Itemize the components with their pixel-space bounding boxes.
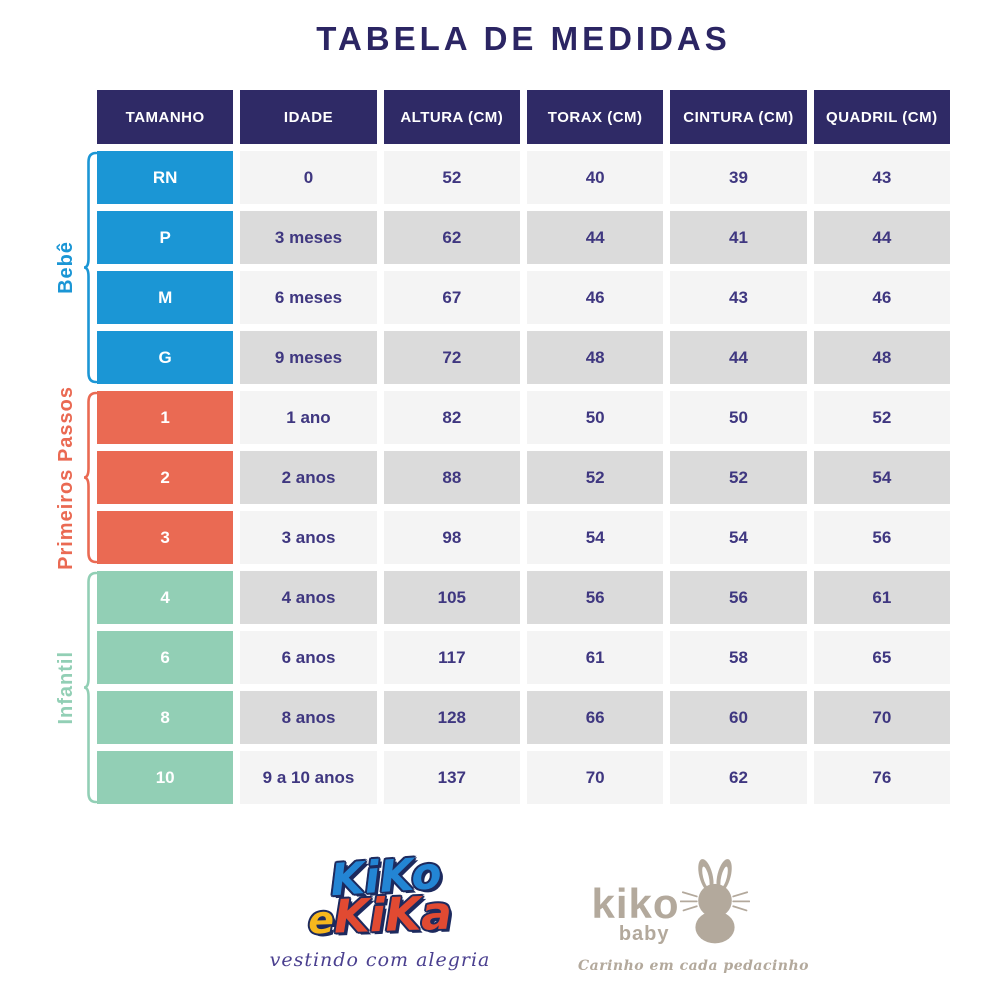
idade-cell: 6 meses (240, 271, 377, 324)
altura-cell: 82 (383, 391, 520, 444)
size-cell: G (97, 331, 234, 384)
idade-cell: 4 anos (240, 571, 377, 624)
torax-cell: 50 (526, 391, 664, 444)
quadril-cell: 52 (813, 391, 950, 444)
altura-cell: 62 (383, 211, 520, 264)
cintura-cell: 56 (670, 571, 807, 624)
altura-cell: 117 (383, 631, 520, 684)
torax-cell: 52 (526, 451, 664, 504)
idade-cell: 1 ano (240, 391, 377, 444)
quadril-cell: 54 (813, 451, 950, 504)
group-bebe: Bebê (22, 151, 97, 384)
brace-primeiros-passos-icon (83, 391, 97, 564)
size-cell: 3 (97, 511, 234, 564)
size-cell: P (97, 211, 234, 264)
logo-word-ekika: eKiKa (254, 886, 505, 944)
quadril-cell: 61 (813, 571, 950, 624)
kiko-baby-tagline: Carinho em cada pedacinho (578, 958, 809, 974)
cintura-cell: 41 (670, 211, 807, 264)
idade-cell: 6 anos (240, 631, 377, 684)
altura-cell: 105 (383, 571, 520, 624)
brace-bebe-icon (83, 151, 97, 384)
column-header: ALTURA (CM) (383, 90, 520, 144)
cintura-cell: 39 (670, 151, 807, 204)
torax-cell: 48 (526, 331, 664, 384)
idade-cell: 3 anos (240, 511, 377, 564)
torax-cell: 66 (526, 691, 664, 744)
size-cell: 2 (97, 451, 234, 504)
idade-cell: 9 a 10 anos (240, 751, 377, 804)
idade-cell: 2 anos (240, 451, 377, 504)
kiko-e-kika-logo: KiKo eKiKa vestindo com alegria (255, 848, 505, 971)
group-primeiros-passos: Primeiros Passos (22, 386, 97, 569)
group-label-bebe: Bebê (55, 241, 77, 294)
torax-cell: 70 (526, 751, 664, 804)
page-title: TABELA DE MEDIDAS (316, 20, 731, 57)
kiko-baby-wordmark: kiko baby (591, 883, 679, 946)
group-label-infantil: Infantil (55, 650, 77, 725)
size-cell: 1 (97, 391, 234, 444)
torax-cell: 61 (526, 631, 664, 684)
quadril-cell: 76 (813, 751, 950, 804)
quadril-cell: 56 (813, 511, 950, 564)
quadril-cell: 46 (813, 271, 950, 324)
cintura-cell: 44 (670, 331, 807, 384)
altura-cell: 98 (383, 511, 520, 564)
torax-cell: 56 (526, 571, 664, 624)
logo-word-e: e (307, 898, 335, 943)
idade-cell: 0 (240, 151, 377, 204)
torax-cell: 44 (526, 211, 664, 264)
kiko-e-kika-wordmark: KiKo eKiKa (255, 848, 505, 944)
altura-cell: 52 (383, 151, 520, 204)
column-header: QUADRIL (CM) (813, 90, 950, 144)
cintura-cell: 58 (670, 631, 807, 684)
idade-cell: 8 anos (240, 691, 377, 744)
quadril-cell: 43 (813, 151, 950, 204)
idade-cell: 3 meses (240, 211, 377, 264)
kiko-baby-name: kiko (591, 880, 680, 927)
cintura-cell: 50 (670, 391, 807, 444)
size-cell: M (97, 271, 234, 324)
logo-word-kika: KiKa (332, 885, 453, 945)
torax-cell: 40 (526, 151, 664, 204)
kiko-baby-sub: baby (618, 923, 670, 945)
quadril-cell: 65 (813, 631, 950, 684)
size-cell: 4 (97, 571, 234, 624)
cintura-cell: 60 (670, 691, 807, 744)
kiko-baby-row: kiko baby (578, 846, 763, 956)
column-header: CINTURA (CM) (670, 90, 807, 144)
torax-cell: 54 (526, 511, 664, 564)
cintura-cell: 62 (670, 751, 807, 804)
altura-cell: 72 (383, 331, 520, 384)
quadril-cell: 48 (813, 331, 950, 384)
size-cell: 8 (97, 691, 234, 744)
size-cell: RN (97, 151, 234, 204)
column-header: TAMANHO (97, 90, 234, 144)
altura-cell: 88 (383, 451, 520, 504)
quadril-cell: 44 (813, 211, 950, 264)
idade-cell: 9 meses (240, 331, 377, 384)
quadril-cell: 70 (813, 691, 950, 744)
size-table: TAMANHO IDADE ALTURA (CM) TORAX (CM) CINTURA… (97, 90, 950, 804)
group-infantil: Infantil (22, 571, 97, 804)
torax-cell: 46 (526, 271, 664, 324)
altura-cell: 137 (383, 751, 520, 804)
group-label-primeiros-passos: Primeiros Passos (55, 385, 77, 570)
altura-cell: 128 (383, 691, 520, 744)
size-cell: 6 (97, 631, 234, 684)
cintura-cell: 52 (670, 451, 807, 504)
cintura-cell: 54 (670, 511, 807, 564)
column-header: IDADE (240, 90, 377, 144)
brace-infantil-icon (83, 571, 97, 804)
cintura-cell: 43 (670, 271, 807, 324)
kiko-baby-logo: kiko baby (578, 846, 809, 974)
column-header: TORAX (CM) (526, 90, 664, 144)
bunny-icon (679, 859, 750, 944)
kiko-e-kika-tagline: vestindo com alegria (269, 948, 491, 971)
altura-cell: 67 (383, 271, 520, 324)
size-cell: 10 (97, 751, 234, 804)
